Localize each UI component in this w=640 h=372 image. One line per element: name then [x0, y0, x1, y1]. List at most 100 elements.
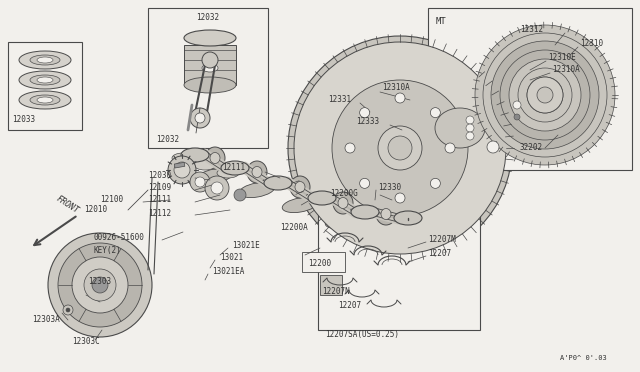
- Circle shape: [288, 36, 512, 260]
- Circle shape: [466, 116, 474, 124]
- Circle shape: [294, 42, 506, 254]
- Circle shape: [388, 136, 412, 160]
- Ellipse shape: [381, 208, 391, 219]
- Ellipse shape: [37, 57, 53, 63]
- Ellipse shape: [19, 71, 71, 89]
- Text: 32202: 32202: [520, 144, 543, 153]
- Ellipse shape: [351, 205, 379, 219]
- Text: 12303: 12303: [88, 278, 111, 286]
- Ellipse shape: [197, 169, 233, 183]
- Text: 12207N: 12207N: [322, 288, 349, 296]
- Bar: [174, 162, 185, 168]
- Bar: [320, 275, 342, 295]
- Ellipse shape: [184, 77, 236, 93]
- Bar: [428, 8, 632, 170]
- Text: FRONT: FRONT: [55, 194, 81, 215]
- Circle shape: [535, 85, 555, 105]
- Text: 12200G: 12200G: [330, 189, 358, 198]
- Text: 12111: 12111: [222, 164, 245, 173]
- Text: 00926-51600: 00926-51600: [94, 232, 145, 241]
- Text: 12200: 12200: [308, 259, 331, 267]
- Text: 12303C: 12303C: [72, 337, 100, 346]
- Ellipse shape: [184, 30, 236, 46]
- Bar: [148, 8, 268, 148]
- Ellipse shape: [295, 182, 305, 192]
- Circle shape: [537, 87, 553, 103]
- Bar: [302, 252, 345, 272]
- Ellipse shape: [37, 97, 53, 103]
- Circle shape: [168, 156, 196, 184]
- Circle shape: [72, 257, 128, 313]
- Ellipse shape: [37, 77, 53, 83]
- Text: 12310A: 12310A: [382, 83, 410, 93]
- Circle shape: [527, 77, 563, 113]
- Circle shape: [195, 113, 205, 123]
- Bar: [318, 215, 480, 330]
- Text: 12207: 12207: [338, 301, 361, 311]
- Text: 12030: 12030: [148, 171, 171, 180]
- Ellipse shape: [172, 153, 194, 163]
- Text: 12111: 12111: [148, 196, 171, 205]
- Text: 12010: 12010: [84, 205, 107, 215]
- Circle shape: [475, 25, 615, 165]
- Text: 12112: 12112: [148, 208, 171, 218]
- Text: 12109: 12109: [148, 183, 171, 192]
- Text: KEY(2): KEY(2): [94, 246, 122, 254]
- Text: 12303A: 12303A: [32, 315, 60, 324]
- Ellipse shape: [30, 55, 60, 65]
- Circle shape: [483, 33, 607, 157]
- Circle shape: [466, 132, 474, 140]
- Circle shape: [58, 243, 142, 327]
- Circle shape: [234, 189, 246, 201]
- Circle shape: [360, 108, 370, 118]
- Ellipse shape: [30, 75, 60, 85]
- Circle shape: [174, 162, 190, 178]
- Text: 12200A: 12200A: [280, 224, 308, 232]
- Circle shape: [527, 77, 563, 113]
- Text: 12033: 12033: [12, 115, 35, 125]
- Ellipse shape: [247, 161, 267, 183]
- Circle shape: [491, 41, 599, 149]
- Text: 12312: 12312: [520, 26, 543, 35]
- Ellipse shape: [333, 192, 353, 214]
- Text: 12310: 12310: [580, 39, 603, 48]
- Text: 12032: 12032: [196, 13, 219, 22]
- Ellipse shape: [435, 108, 485, 148]
- Ellipse shape: [394, 211, 422, 225]
- Circle shape: [195, 177, 205, 187]
- Ellipse shape: [264, 176, 292, 190]
- Circle shape: [518, 68, 572, 122]
- Circle shape: [332, 80, 468, 216]
- Circle shape: [445, 143, 455, 153]
- Circle shape: [395, 193, 405, 203]
- Ellipse shape: [30, 95, 60, 105]
- Ellipse shape: [282, 198, 318, 212]
- Ellipse shape: [252, 167, 262, 177]
- Circle shape: [514, 114, 520, 120]
- Ellipse shape: [205, 147, 225, 169]
- Ellipse shape: [210, 153, 220, 164]
- Ellipse shape: [181, 148, 209, 162]
- Ellipse shape: [217, 168, 239, 178]
- Text: 12330: 12330: [378, 183, 401, 192]
- Ellipse shape: [202, 64, 218, 72]
- Circle shape: [513, 101, 521, 109]
- Circle shape: [205, 176, 229, 200]
- Circle shape: [500, 50, 590, 140]
- Ellipse shape: [221, 161, 249, 175]
- Circle shape: [487, 141, 499, 153]
- Ellipse shape: [338, 198, 348, 208]
- Circle shape: [430, 178, 440, 188]
- Circle shape: [92, 277, 108, 293]
- Text: A'P0^ 0'.03: A'P0^ 0'.03: [560, 355, 607, 361]
- Text: 12331: 12331: [328, 96, 351, 105]
- Text: 13021E: 13021E: [232, 241, 260, 250]
- Circle shape: [466, 124, 474, 132]
- Circle shape: [66, 308, 70, 312]
- Ellipse shape: [194, 160, 216, 170]
- Ellipse shape: [325, 214, 361, 228]
- Bar: [8, 42, 82, 130]
- Circle shape: [190, 172, 210, 192]
- Circle shape: [360, 178, 370, 188]
- Text: 12100: 12100: [100, 196, 123, 205]
